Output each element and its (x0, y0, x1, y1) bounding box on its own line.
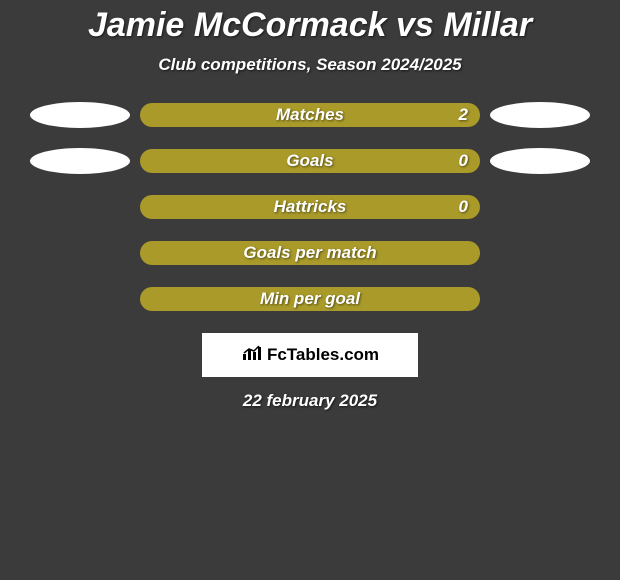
left-ellipse (30, 148, 130, 174)
right-ellipse (490, 102, 590, 128)
left-spacer (30, 286, 130, 312)
right-spacer (490, 240, 590, 266)
stat-row: Min per goal (0, 287, 620, 311)
stat-label: Min per goal (260, 289, 360, 309)
stat-label: Hattricks (274, 197, 347, 217)
date-label: 22 february 2025 (0, 391, 620, 411)
stat-rows: Matches 2 Goals 0 Hattricks 0 Goals per match M… (0, 103, 620, 311)
stat-value: 2 (459, 105, 468, 125)
left-spacer (30, 240, 130, 266)
right-spacer (490, 286, 590, 312)
stat-bar: Min per goal (140, 287, 480, 311)
right-ellipse (490, 148, 590, 174)
stat-row: Goals per match (0, 241, 620, 265)
chart-icon (241, 344, 263, 367)
logo-box: FcTables.com (202, 333, 418, 377)
page-title: Jamie McCormack vs Millar (0, 0, 620, 45)
stat-row: Hattricks 0 (0, 195, 620, 219)
stat-bar: Hattricks 0 (140, 195, 480, 219)
stat-bar: Goals 0 (140, 149, 480, 173)
stat-row: Goals 0 (0, 149, 620, 173)
page-subtitle: Club competitions, Season 2024/2025 (0, 55, 620, 75)
right-spacer (490, 194, 590, 220)
stat-value: 0 (459, 197, 468, 217)
logo: FcTables.com (241, 344, 379, 367)
stat-value: 0 (459, 151, 468, 171)
left-ellipse (30, 102, 130, 128)
stat-label: Goals per match (243, 243, 376, 263)
stat-label: Goals (286, 151, 333, 171)
stat-bar: Goals per match (140, 241, 480, 265)
left-spacer (30, 194, 130, 220)
stat-bar: Matches 2 (140, 103, 480, 127)
logo-text: FcTables.com (267, 345, 379, 365)
stat-row: Matches 2 (0, 103, 620, 127)
stat-label: Matches (276, 105, 344, 125)
